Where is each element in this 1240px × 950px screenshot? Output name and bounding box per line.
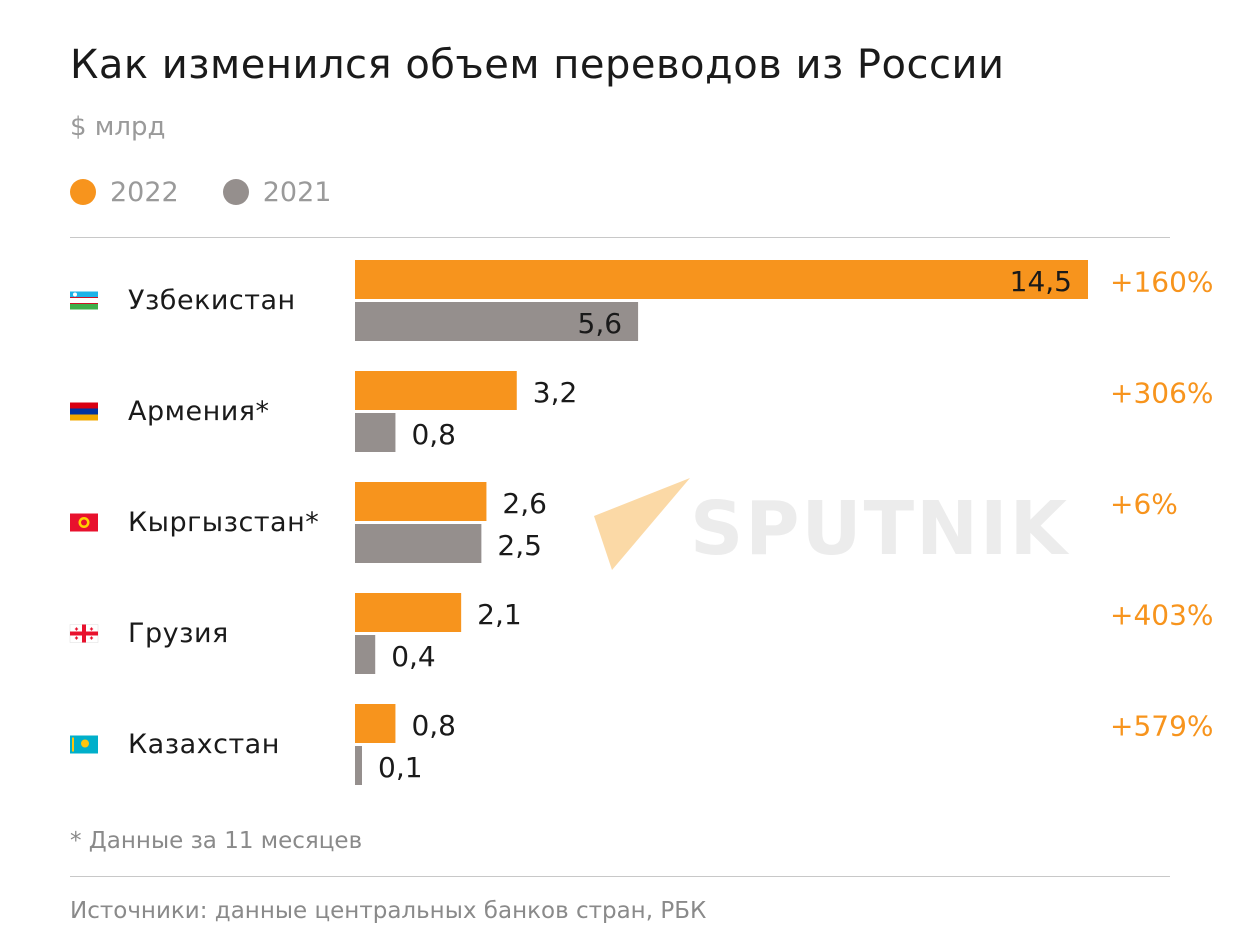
- georgia-flag-icon: [69, 624, 99, 643]
- change-label: +306%: [1110, 377, 1214, 410]
- sputnik-watermark: SPUTNIK: [590, 476, 1070, 576]
- source-note: Источники: данные центральных банков стр…: [70, 898, 707, 924]
- armenia-flag-icon: [70, 402, 98, 421]
- bar-2021: [355, 746, 362, 785]
- data-label-2021: 0,1: [378, 751, 423, 784]
- legend-label-2022: 2022: [110, 176, 179, 208]
- kazakhstan-flag-icon: [70, 735, 98, 754]
- data-label-2022: 3,2: [533, 376, 578, 409]
- legend-swatch-2021: [222, 179, 249, 205]
- bar-2022: [355, 593, 462, 632]
- unit-label: $ млрд: [70, 112, 166, 142]
- bar-2022: [355, 371, 517, 410]
- category-label: Узбекистан: [128, 285, 296, 316]
- chart-title: Как изменился объем переводов из России: [70, 42, 1005, 88]
- bar-2021: [355, 413, 396, 452]
- data-label-2022: 2,6: [502, 487, 547, 520]
- watermark-text: SPUTNIK: [690, 486, 1069, 572]
- data-label-2021: 5,6: [578, 307, 623, 340]
- change-label: +6%: [1110, 488, 1178, 521]
- data-label-2022: 14,5: [1010, 265, 1072, 298]
- data-label-2021: 0,8: [411, 418, 456, 451]
- change-label: +403%: [1110, 599, 1214, 632]
- bar-2022: [355, 482, 487, 521]
- category-label: Кыргызстан*: [128, 507, 319, 538]
- change-label: +160%: [1110, 266, 1214, 299]
- bottom-divider: [70, 876, 1170, 877]
- bar-2022: [355, 260, 1088, 299]
- legend-label-2021: 2021: [262, 176, 332, 208]
- bar-2022: [355, 704, 396, 743]
- footnote: * Данные за 11 месяцев: [70, 828, 363, 854]
- data-label-2021: 2,5: [497, 529, 542, 562]
- data-label-2022: 0,8: [411, 709, 456, 742]
- data-label-2022: 2,1: [477, 598, 522, 631]
- legend-item-2022: 2022: [70, 177, 179, 208]
- legend: 2022 2021: [70, 174, 375, 210]
- data-label-2021: 0,4: [391, 640, 436, 673]
- change-label: +579%: [1110, 710, 1214, 743]
- category-label: Армения*: [128, 396, 270, 427]
- category-label: Казахстан: [128, 729, 280, 760]
- sputnik-logo-icon: [594, 478, 690, 570]
- bar-2021: [355, 524, 482, 563]
- bar-2021: [355, 635, 376, 674]
- uzbekistan-flag-icon: [70, 291, 98, 310]
- legend-swatch-2022: [70, 179, 96, 205]
- category-label: Грузия: [128, 618, 229, 649]
- legend-item-2021: 2021: [222, 176, 332, 208]
- bar-2021: [355, 302, 639, 341]
- kyrgyzstan-flag-icon: [70, 513, 98, 532]
- top-divider: [70, 237, 1170, 238]
